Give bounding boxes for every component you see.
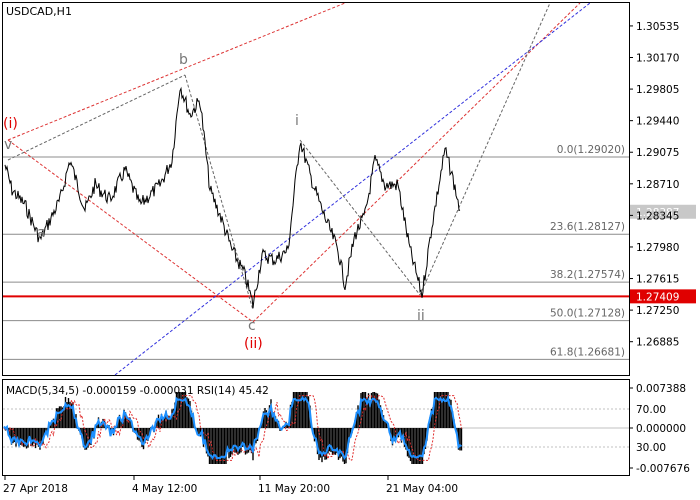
rsi-level-label: 70.00 <box>636 404 666 416</box>
price-tick-label: 1.28710 <box>636 179 679 191</box>
price-tick-label: 1.27615 <box>636 274 679 286</box>
price-line <box>4 86 461 309</box>
channel-upper-red <box>7 2 346 141</box>
wave-c-dashed <box>184 74 254 311</box>
wave-label: i <box>295 113 299 129</box>
wave-label: (i) <box>3 116 18 132</box>
macd-signal-line <box>3 394 462 462</box>
price-series <box>4 86 461 309</box>
rsi-line <box>3 394 462 460</box>
trendlines <box>7 2 591 376</box>
fib-level-label: 38.2(1.27574) <box>550 269 625 281</box>
channel-lower-red-left <box>7 139 254 323</box>
time-tick-label: 21 May 04:00 <box>386 483 458 495</box>
price-tick-label: 1.29805 <box>636 84 679 96</box>
price-tick-label: 1.27980 <box>636 242 679 254</box>
fib-level-label: 0.0(1.29020) <box>557 144 625 156</box>
support-level-label: 1.27409 <box>636 291 679 303</box>
wave-label: b <box>179 52 188 68</box>
time-tick-label: 11 May 20:00 <box>258 483 330 495</box>
wave-label: a <box>37 225 46 241</box>
wave-label: v <box>4 137 12 153</box>
price-axis: 1.30535 1.30170 1.29805 1.29440 1.29075 1.287… <box>629 21 679 349</box>
wave-iii-dashed <box>419 2 551 296</box>
support-level-badge <box>630 289 696 304</box>
time-tick-label: 4 May 12:00 <box>132 483 197 495</box>
fib-level-label: 50.0(1.27128) <box>550 308 625 320</box>
price-tick-label: 1.29440 <box>636 116 679 128</box>
indicator-title: MACD(5,34,5) -0.000159 -0.000031 RSI(14)… <box>6 385 269 397</box>
wave-label: ii <box>417 308 425 324</box>
indicator-axis-label: 0.000000 <box>636 423 686 435</box>
price-tick-label: 1.28345 <box>636 210 679 222</box>
wave-label: (ii) <box>244 336 263 352</box>
current-price-badge <box>630 204 696 219</box>
indicator-axis-label: -0.007676 <box>636 463 690 475</box>
wave-label: c <box>248 318 256 334</box>
current-price-label: 1.28387 <box>636 207 679 219</box>
price-tick-label: 1.27250 <box>636 305 679 317</box>
indicator-axis-label: 0.007388 <box>636 383 686 395</box>
rsi-level-label: 30.00 <box>636 442 666 454</box>
price-tick-label: 1.29075 <box>636 147 679 159</box>
wave-b-dashed <box>7 74 186 161</box>
fibonacci-levels: 0.0(1.29020) 23.6(1.28127) 38.2(1.27574) 50… <box>3 144 696 360</box>
symbol-label: USDCAD,H1 <box>6 5 72 18</box>
time-axis: 27 Apr 2018 4 May 12:00 11 May 20:00 21 May… <box>3 476 458 495</box>
price-tick-label: 1.30170 <box>636 53 679 65</box>
price-tick-label: 1.26885 <box>636 337 679 349</box>
fib-level-label: 23.6(1.28127) <box>550 221 625 233</box>
indicator-panel: 0.007388 0.000000 -0.007676 70.00 30.00 <box>3 383 690 475</box>
channel-blue <box>114 2 591 376</box>
time-tick-label: 27 Apr 2018 <box>3 483 68 495</box>
fib-level-label: 61.8(1.26681) <box>550 346 625 358</box>
wave-ii-dashed <box>299 139 421 296</box>
price-tick-label: 1.30535 <box>636 21 679 33</box>
channel-lower-red-right <box>252 2 581 323</box>
main-plot-frame <box>2 2 630 376</box>
